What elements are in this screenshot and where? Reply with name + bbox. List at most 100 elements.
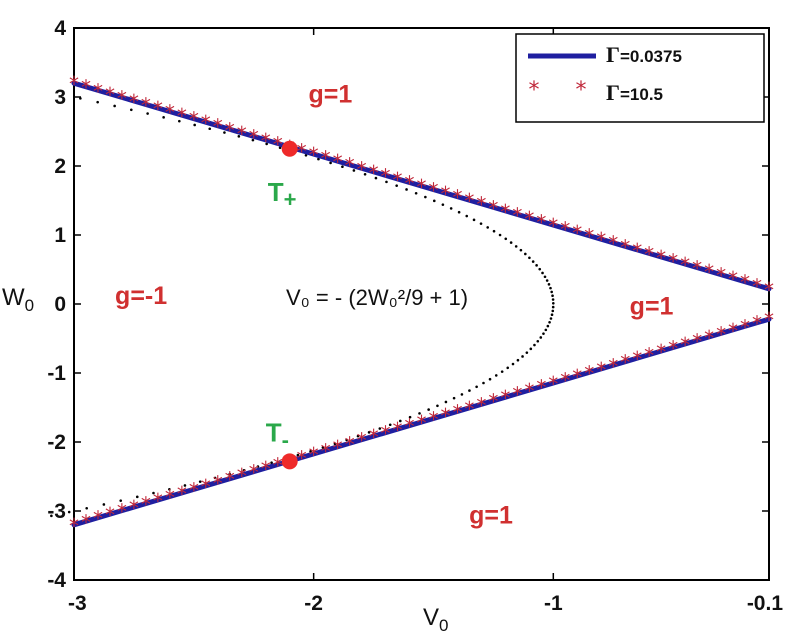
dotted-curve-dot	[472, 218, 476, 222]
dotted-curve-dot	[296, 453, 300, 457]
star-marker: *	[632, 347, 642, 371]
star-marker: *	[728, 319, 738, 343]
series-lines	[71, 80, 772, 528]
star-marker: *	[117, 500, 127, 524]
dotted-curve-dot	[345, 438, 348, 442]
dotted-curve-dot	[278, 146, 282, 150]
dotted-curve-dot	[237, 135, 241, 138]
dotted-curve-dot	[536, 339, 540, 343]
star-marker: *	[93, 507, 103, 531]
dotted-curve-dot	[152, 491, 155, 495]
dotted-curve-dot	[374, 176, 378, 180]
dotted-curve-dot	[223, 131, 226, 134]
dotted-curve	[50, 93, 555, 518]
star-marker: *	[165, 101, 175, 125]
dotted-curve-dot	[533, 343, 536, 347]
star-marker: *	[81, 510, 91, 534]
star-marker: *	[369, 425, 379, 449]
star-marker: *	[536, 210, 546, 234]
star-marker: *	[728, 267, 738, 291]
dotted-curve-dot	[424, 195, 427, 199]
star-marker: *	[189, 108, 199, 132]
y-axis-label: W0	[2, 284, 34, 315]
dotted-curve-dot	[449, 207, 453, 210]
dotted-curve-dot	[550, 313, 554, 316]
series-stars: * * * * * * * * * * * * * * * * * * * * * * * * * * * * * * * * * * * * * * * *…	[69, 72, 774, 538]
dotted-curve-dot	[552, 302, 555, 305]
star-marker: *	[584, 225, 594, 249]
dotted-curve-dot	[399, 419, 402, 423]
legend-box	[515, 33, 765, 123]
star-marker: *	[692, 257, 702, 281]
series-line-upper	[71, 80, 772, 292]
star-marker: *	[608, 354, 618, 378]
dotted-curve-dot	[135, 495, 139, 499]
star-marker: *	[141, 93, 151, 117]
legend-entry-1-symbol: Γ	[606, 42, 620, 67]
transition-point-label-main: T	[268, 177, 284, 207]
star-marker: *	[309, 143, 319, 167]
star-marker: *	[608, 232, 618, 256]
star-marker: *	[417, 175, 427, 199]
region-label: g=1	[630, 292, 674, 320]
y-tick-label: 4	[54, 17, 66, 40]
dotted-curve-dot	[408, 415, 412, 419]
dotted-curve-dot	[129, 108, 133, 112]
dotted-curve-dot	[494, 374, 498, 377]
star-marker: *	[405, 171, 415, 195]
star-marker: *	[273, 132, 283, 156]
dotted-curve-dot	[468, 389, 471, 392]
dotted-curve-dot	[500, 370, 504, 373]
star-marker: *	[213, 115, 223, 139]
dotted-curve-dot	[498, 233, 502, 237]
dotted-curve-dot	[519, 248, 523, 252]
star-marker: *	[560, 368, 570, 392]
star-marker: *	[500, 386, 510, 410]
dotted-curve-dot	[265, 142, 268, 146]
dotted-curve-dot	[492, 229, 496, 233]
star-marker: *	[752, 274, 762, 298]
dotted-curve-dot	[465, 214, 469, 218]
dotted-curve-dot	[317, 157, 320, 161]
dotted-curve-dot	[228, 472, 232, 476]
dotted-curve-dot	[479, 222, 483, 225]
dotted-curve-dot	[352, 169, 356, 172]
star-marker: *	[237, 464, 247, 488]
star-marker: *	[105, 503, 115, 527]
dotted-curve-dot	[119, 499, 123, 502]
star-marker: *	[620, 351, 630, 375]
x-tick-label: -1	[544, 592, 563, 615]
star-marker: *	[129, 496, 139, 520]
dotted-curve-dot	[213, 476, 217, 480]
star-marker: *	[345, 154, 355, 178]
dotted-curve-dot	[309, 450, 312, 453]
star-marker: *	[225, 468, 235, 492]
y-tick-label: 2	[54, 155, 66, 178]
star-marker: *	[704, 260, 714, 284]
dotted-curve-dot	[208, 127, 212, 131]
star-marker: *	[548, 372, 558, 396]
star-marker: *	[261, 129, 271, 153]
star-marker: *	[249, 461, 259, 485]
star-marker: *	[524, 207, 534, 231]
dotted-curve-dot	[146, 112, 149, 115]
star-marker: *	[297, 446, 307, 470]
dotted-curve-dot	[551, 298, 555, 301]
dotted-curve-dot	[549, 286, 552, 290]
transition-point-label-sub: +	[284, 187, 297, 212]
region-labels: g=1 g=-1 g=1 g=1	[115, 81, 674, 530]
legend-star-2: *	[576, 78, 587, 103]
dotted-curve-dot	[50, 514, 53, 518]
dotted-curve-dot	[460, 393, 464, 396]
region-label: g=-1	[115, 282, 167, 310]
formula-label: V₀ = - (2W₀²/9 + 1)	[286, 285, 468, 310]
legend: * * Γ=0.0375 Γ=10.5	[515, 33, 765, 123]
dotted-curve-dot	[61, 93, 65, 96]
star-marker: *	[105, 83, 115, 107]
dotted-curve-dot	[544, 328, 548, 332]
dotted-curve-dot	[436, 404, 439, 408]
dotted-curve-dot	[545, 279, 549, 282]
star-marker: *	[357, 429, 367, 453]
star-marker: *	[165, 485, 175, 509]
